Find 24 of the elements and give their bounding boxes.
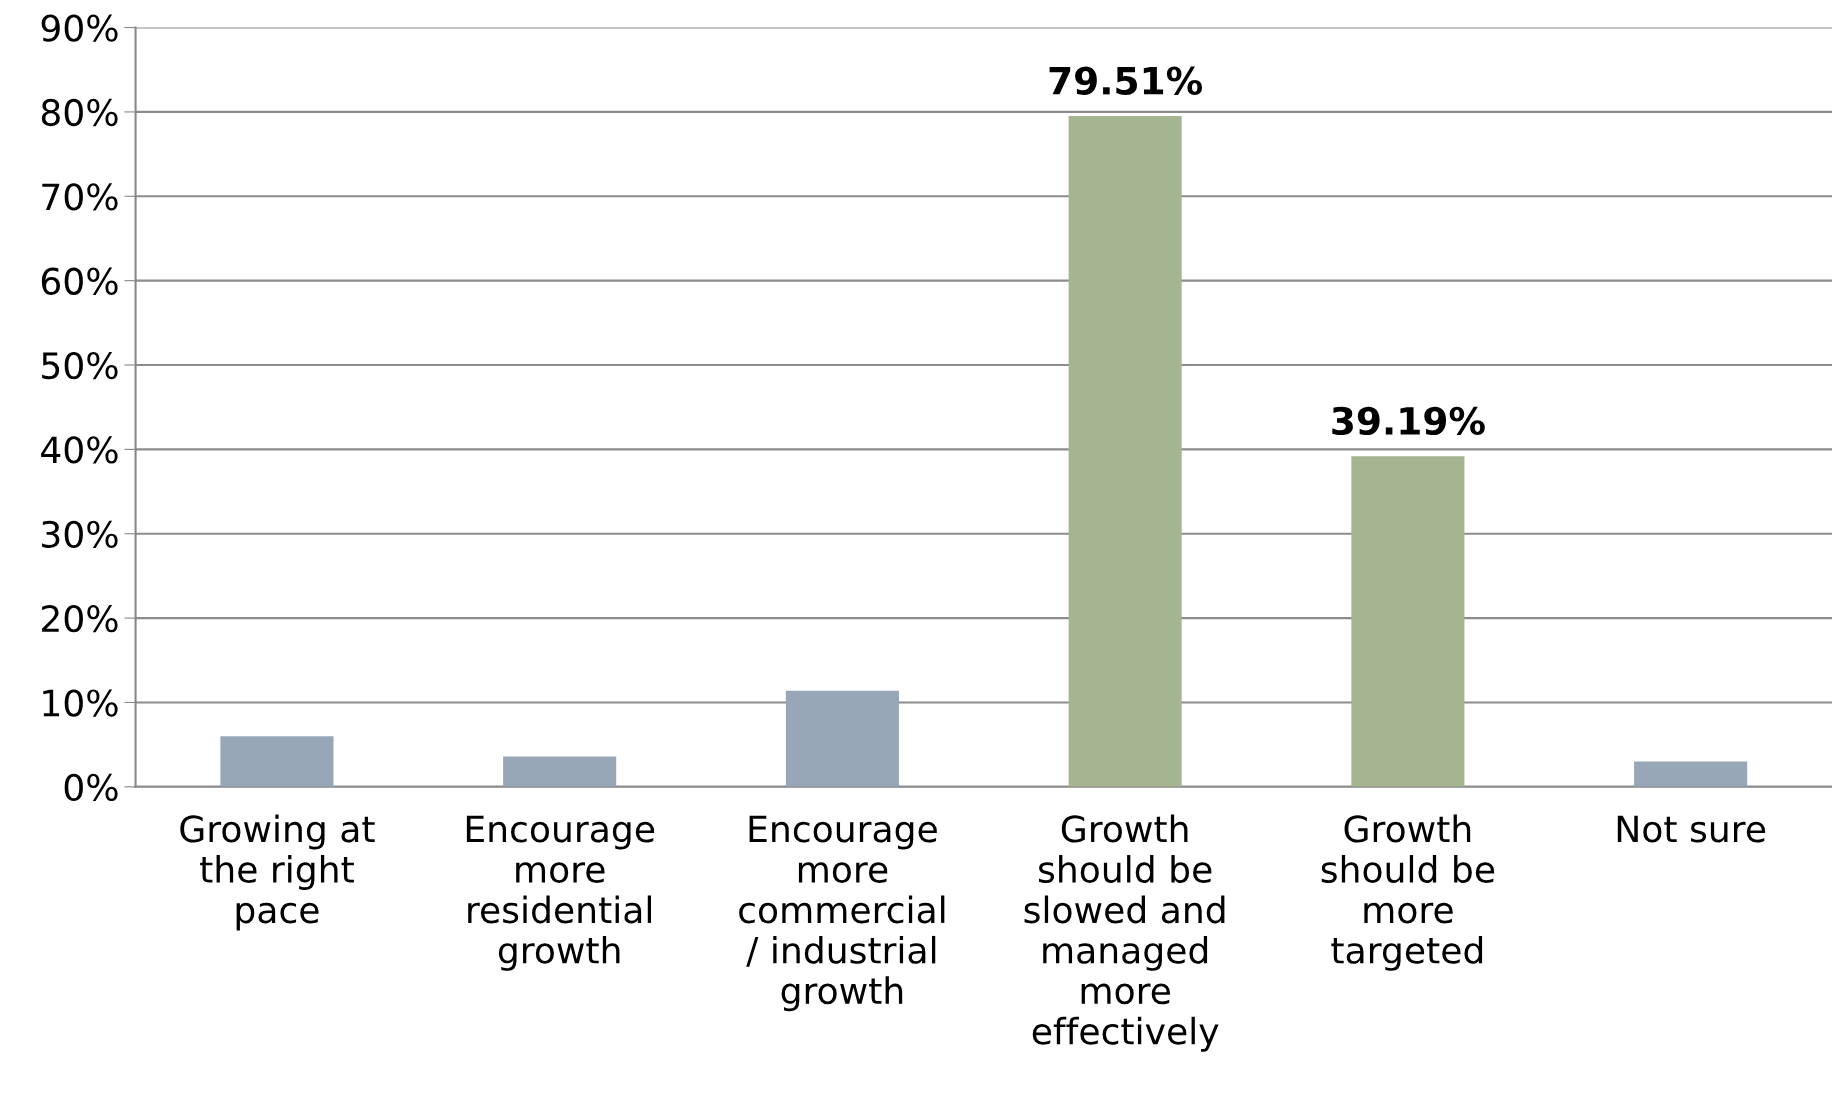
- y-tick-label: 0%: [64, 773, 118, 802]
- bar: [1351, 456, 1465, 787]
- bar: [503, 756, 617, 787]
- x-tick-label: Encourage more commercial / industrial growth: [739, 815, 945, 1012]
- bar: [785, 690, 899, 787]
- y-tick-label: 80%: [41, 98, 118, 127]
- y-tick-label: 40%: [41, 436, 118, 464]
- y-tick-label: 20%: [41, 605, 118, 633]
- y-tick-label: 70%: [42, 183, 118, 211]
- y-tick-label: 30%: [42, 520, 118, 548]
- data-label: 79.51%: [1049, 66, 1203, 95]
- x-tick-label: Encourage more residential growth: [466, 815, 655, 971]
- x-tick-label: Growing at the right pace: [180, 814, 375, 931]
- data-label: 39.19%: [1332, 406, 1485, 436]
- bar: [1068, 116, 1182, 787]
- x-tick-label: Growth should be more targeted: [1321, 814, 1495, 971]
- x-tick-label: Growth should be slowed and managed more effectively: [1024, 814, 1225, 1052]
- x-tick-label: Not sure: [1617, 815, 1766, 843]
- y-tick-label: 60%: [41, 267, 118, 295]
- bar: [220, 736, 334, 787]
- y-tick-label: 50%: [42, 351, 118, 380]
- y-tick-label: 90%: [41, 14, 118, 42]
- y-tick-label: 10%: [43, 689, 118, 717]
- bar: [1634, 761, 1748, 787]
